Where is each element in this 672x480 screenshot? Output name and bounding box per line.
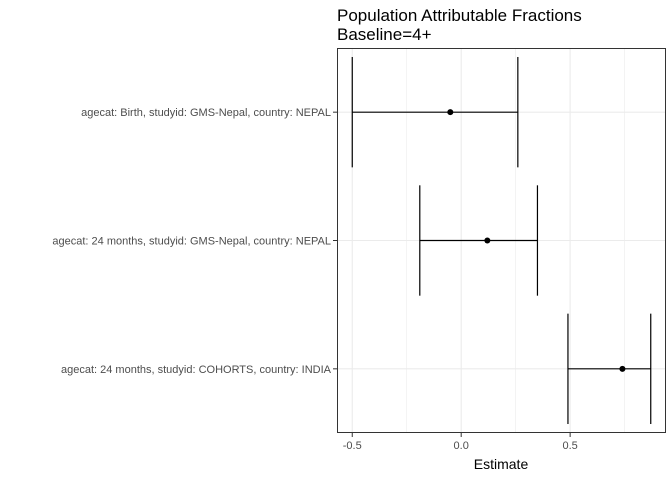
estimate-point (484, 237, 491, 244)
x-tick-label: 0.5 (562, 440, 577, 452)
y-axis: agecat: Birth, studyid: GMS-Nepal, count… (52, 107, 337, 376)
x-tick-label: 0.0 (454, 440, 469, 452)
x-axis-label: Estimate (474, 456, 529, 472)
estimate-point (447, 109, 454, 116)
y-tick-label: agecat: 24 months, studyid: GMS-Nepal, c… (52, 236, 331, 248)
y-tick-label: agecat: Birth, studyid: GMS-Nepal, count… (81, 107, 331, 119)
chart-title: Population Attributable Fractions (337, 6, 582, 25)
x-tick-label: -0.5 (343, 440, 362, 452)
estimate-point (619, 365, 626, 372)
panel-border (337, 48, 666, 433)
chart-subtitle: Baseline=4+ (337, 25, 432, 44)
plot-data (351, 56, 652, 425)
y-tick-label: agecat: 24 months, studyid: COHORTS, cou… (61, 364, 332, 376)
x-axis: -0.5 0.0 0.5 (343, 433, 578, 452)
